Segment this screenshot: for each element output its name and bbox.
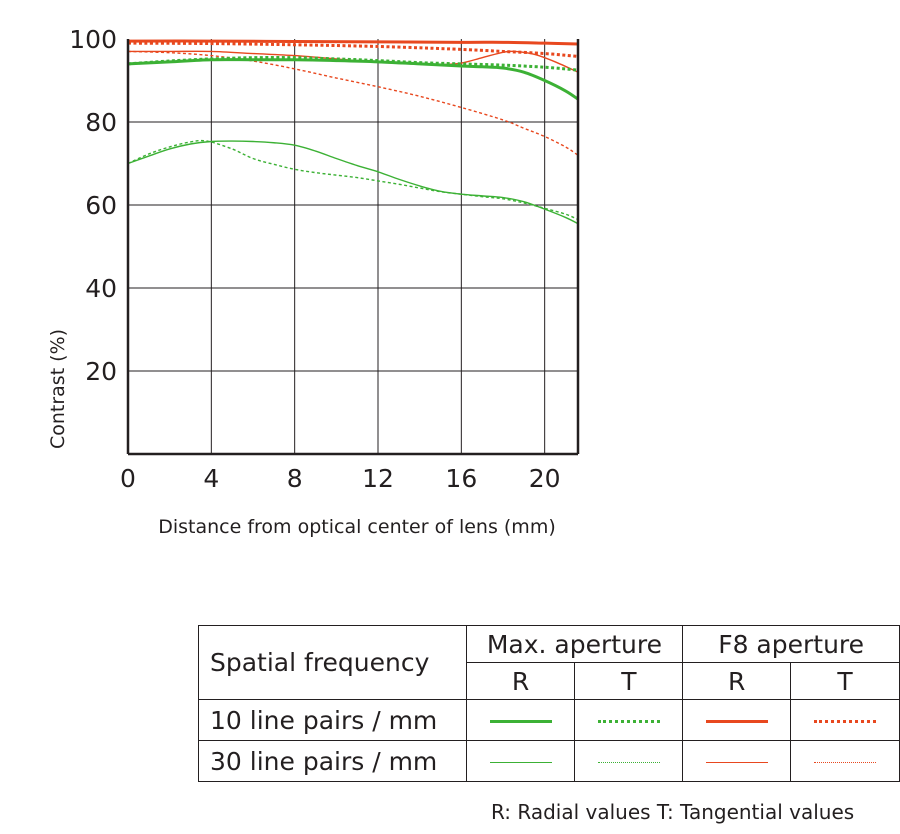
legend-swatch-max-10-t bbox=[597, 720, 660, 723]
legend-sub-r-max: R bbox=[465, 662, 576, 700]
series-line-f8-10-t bbox=[127, 41, 579, 58]
legend-header-label: Spatial frequency bbox=[198, 625, 467, 700]
series-line-max-30-r bbox=[127, 140, 579, 225]
y-tick-label: 100 bbox=[69, 25, 117, 54]
legend-swatch-cell bbox=[574, 699, 684, 741]
series-layer bbox=[127, 39, 579, 225]
series-line-max-10-t bbox=[127, 56, 579, 72]
legend-header-row: Spatial frequency Max. aperture F8 apert… bbox=[198, 625, 900, 700]
legend-swatch-cell bbox=[574, 740, 684, 782]
legend-row-label-30lp: 30 line pairs / mm bbox=[198, 740, 467, 782]
x-tick-label: 4 bbox=[203, 464, 219, 493]
legend-swatch-cell bbox=[465, 740, 576, 782]
legend-swatch-cell bbox=[790, 699, 900, 741]
legend-swatch-f8-30-t bbox=[814, 762, 877, 763]
x-tick-label: 20 bbox=[529, 464, 561, 493]
x-tick-label: 0 bbox=[120, 464, 136, 493]
legend-swatch-max-30-t bbox=[597, 762, 660, 763]
legend-swatch-f8-10-r bbox=[705, 720, 768, 723]
y-tick-label: 20 bbox=[85, 357, 117, 386]
legend-sub-t-f8: T bbox=[790, 662, 900, 700]
legend-group-f8-aperture: F8 aperture bbox=[682, 625, 900, 663]
y-axis-title: Contrast (%) bbox=[47, 329, 69, 449]
y-tick-label: 60 bbox=[85, 191, 117, 220]
series-line-max-30-t bbox=[127, 139, 579, 221]
legend-sub-t-max: T bbox=[574, 662, 684, 700]
x-tick-label: 12 bbox=[362, 464, 394, 493]
legend-table: Spatial frequency Max. aperture F8 apert… bbox=[198, 625, 900, 782]
legend-swatch-cell bbox=[790, 740, 900, 782]
legend-swatch-max-10-r bbox=[489, 720, 552, 723]
tick-labels: 20 40 60 80 100 0 4 8 12 16 20 bbox=[69, 25, 560, 493]
legend-swatch-f8-10-t bbox=[814, 720, 877, 723]
series-line-f8-10-r bbox=[127, 39, 579, 46]
x-tick-label: 16 bbox=[445, 464, 477, 493]
legend-swatch-cell bbox=[682, 699, 792, 741]
plot-frame bbox=[126, 39, 580, 456]
legend-swatch-cell bbox=[682, 740, 792, 782]
legend-swatch-cell bbox=[465, 699, 576, 741]
legend-subheader-row: R T R T bbox=[199, 662, 900, 700]
x-tick-label: 8 bbox=[287, 464, 303, 493]
series-line-max-10-r bbox=[127, 58, 579, 101]
legend-footnote: R: Radial values T: Tangential values bbox=[491, 800, 855, 824]
chart-grid bbox=[128, 39, 578, 454]
x-axis-title: Distance from optical center of lens (mm… bbox=[158, 516, 556, 538]
legend-swatch-f8-30-r bbox=[705, 762, 768, 763]
mtf-chart: 20 40 60 80 100 0 4 8 12 16 20 Contrast (%) Distan… bbox=[47, 25, 580, 538]
y-tick-label: 80 bbox=[85, 108, 117, 137]
legend-row-30lp: 30 line pairs / mm bbox=[198, 740, 900, 782]
legend-row-label-10lp: 10 line pairs / mm bbox=[198, 699, 467, 741]
legend-sub-r-f8: R bbox=[682, 662, 792, 700]
y-tick-label: 40 bbox=[85, 274, 117, 303]
legend-swatch-max-30-r bbox=[489, 762, 552, 763]
legend-row-10lp: 10 line pairs / mm bbox=[198, 699, 900, 741]
series-line-f8-30-t bbox=[127, 50, 579, 156]
legend-group-max-aperture: Max. aperture bbox=[465, 625, 684, 663]
